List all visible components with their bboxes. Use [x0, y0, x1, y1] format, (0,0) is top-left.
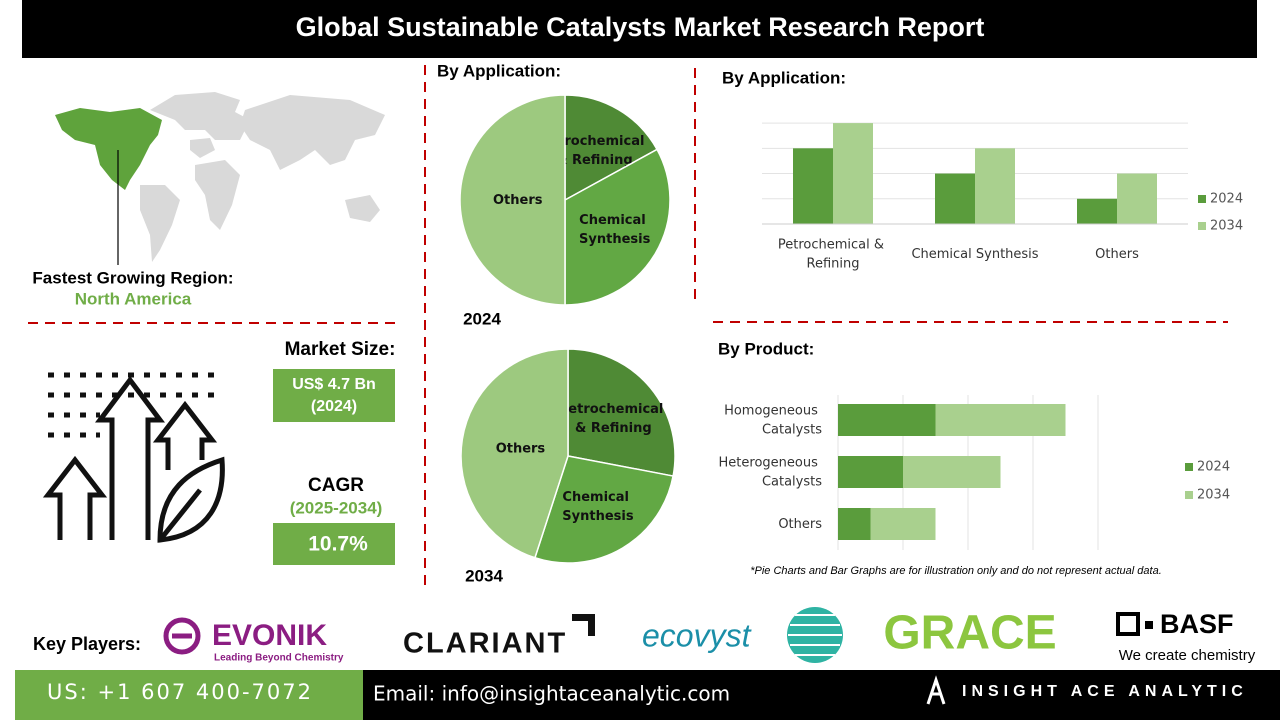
footer-phone-bar [15, 670, 363, 720]
legend-label: 2024 [1197, 460, 1230, 475]
bar [838, 456, 903, 488]
bar [903, 456, 1001, 488]
evonik-name: EVONIK [212, 619, 327, 652]
growth-icon [42, 372, 225, 543]
note: *Pie Charts and Bar Graphs are for illus… [750, 565, 1162, 577]
y-tick-label: Homogeneous Catalysts [724, 403, 822, 437]
brand-mark [926, 675, 946, 705]
world-map [55, 92, 385, 265]
x-tick-label: Petrochemical & Refining [778, 237, 888, 271]
separators [28, 65, 1228, 590]
bar [838, 404, 936, 436]
footer-brand: INSIGHT ACE ANALYTIC [962, 683, 1248, 700]
footer-email: Email: info@insightaceanalytic.com [373, 682, 730, 706]
pie-label: Chemical Synthesis [562, 490, 634, 524]
bar [935, 404, 1066, 436]
basf-mark [1145, 621, 1153, 629]
pie-year: 2024 [463, 309, 501, 328]
evonik-logo [163, 617, 201, 655]
legend-label: 2024 [1210, 192, 1243, 207]
ecovyst-name: ecovyst [642, 617, 752, 653]
bar [935, 173, 975, 224]
bar [793, 148, 833, 224]
pie-year: 2034 [465, 566, 503, 585]
footer-phone: US: +1 607 400-7072 [47, 680, 313, 704]
legend-label: 2034 [1210, 219, 1243, 234]
pie-label: Others [493, 193, 543, 208]
x-tick-label: Chemical Synthesis [911, 247, 1038, 262]
pie-label: Chemical Synthesis [579, 212, 651, 246]
bar [1117, 173, 1157, 224]
bar-title: By Product: [718, 339, 814, 358]
basf-mark [1116, 612, 1140, 636]
cagr-period: (2025-2034) [290, 498, 383, 517]
y-tick-label: Heterogeneous Catalysts [719, 455, 823, 489]
key-players-label: Key Players: [33, 634, 141, 654]
market-size-label: Market Size: [285, 339, 396, 360]
cagr-label: CAGR [308, 475, 364, 496]
legend-label: 2034 [1197, 488, 1230, 503]
bar [870, 508, 936, 540]
market-size-box [273, 369, 395, 422]
region-value: North America [75, 289, 192, 308]
bar [838, 508, 871, 540]
header-bar [22, 0, 1257, 58]
clariant-mark [572, 614, 595, 636]
bar [1077, 198, 1117, 224]
grace-name: GRACE [883, 607, 1056, 660]
evonik-tagline: Leading Beyond Chemistry [214, 653, 344, 664]
cagr-value: 10.7% [308, 533, 368, 556]
ecovyst-mark [787, 607, 843, 663]
pie-label: Others [496, 441, 546, 456]
x-tick-label: Others [1095, 247, 1139, 262]
cagr-box [273, 523, 395, 565]
pie-title: By Application: [437, 61, 561, 80]
title: Global Sustainable Catalysts Market Rese… [296, 12, 985, 42]
pie-slice [564, 94, 659, 202]
bar-title: By Application: [722, 68, 846, 87]
pie-label: Petrochemical & Refining [540, 133, 649, 167]
footer-bar [363, 670, 1280, 720]
pie-slice [533, 455, 674, 564]
pie-label: Petrochemical & Refining [559, 401, 668, 435]
legend-swatch [1185, 463, 1193, 471]
y-tick-label: Others [778, 517, 822, 532]
pie-slice [460, 348, 569, 559]
bar [833, 123, 873, 224]
legend-swatch [1185, 491, 1193, 499]
market-size-value: US$ 4.7 Bn [292, 376, 376, 393]
market-size-year: (2024) [311, 398, 357, 415]
bar [975, 148, 1015, 224]
region-label: Fastest Growing Region: [32, 268, 233, 287]
basf-tagline: We create chemistry [1119, 647, 1256, 664]
legend-swatch [1198, 195, 1206, 203]
legend-swatch [1198, 222, 1206, 230]
basf-name: BASF [1160, 609, 1234, 639]
clariant-name: CLARIANT [403, 628, 567, 660]
pie-slice [564, 148, 671, 306]
pie-slice [459, 94, 566, 306]
pie-slice [567, 348, 676, 477]
